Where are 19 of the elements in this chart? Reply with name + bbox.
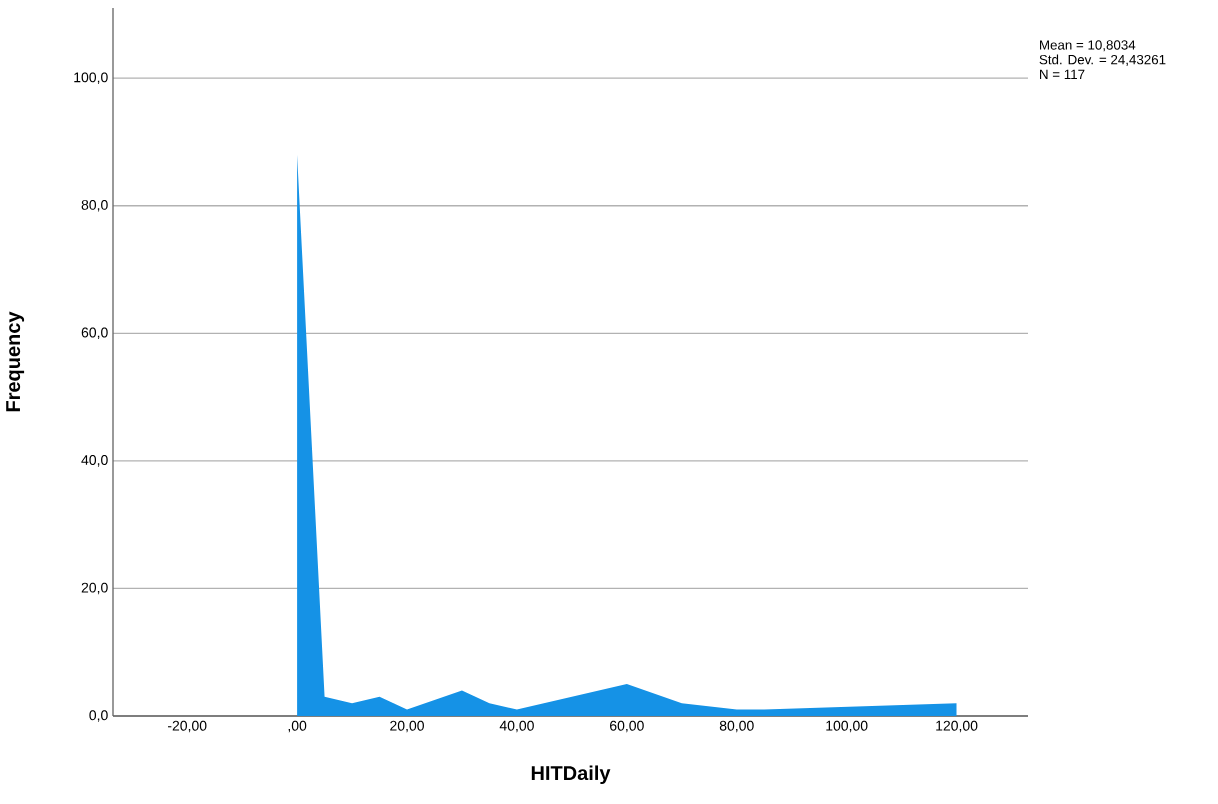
x-tick-label: 120,00 bbox=[936, 720, 978, 733]
x-tick-label: 40,00 bbox=[499, 720, 534, 733]
x-tick-label: 80,00 bbox=[719, 720, 754, 733]
text: Std. Dev. = 24,43261 bbox=[1039, 54, 1166, 66]
x-axis-title: HITDaily bbox=[531, 765, 611, 785]
y-tick-label: 40,0 bbox=[81, 455, 108, 467]
text: Mean = 10,8034 bbox=[1040, 40, 1136, 52]
text: N = 117 bbox=[1040, 69, 1085, 79]
y-axis-title: Frequency bbox=[6, 311, 25, 412]
y-tick-label: 100,0 bbox=[74, 72, 108, 84]
x-tick-label: 60,00 bbox=[610, 720, 644, 733]
x-tick-label: 20,00 bbox=[390, 720, 424, 733]
y-tick-label: 0,0 bbox=[89, 710, 108, 722]
y-tick-label: 20,0 bbox=[81, 582, 108, 595]
y-tick-label: 60,0 bbox=[81, 327, 108, 340]
x-tick-label: 100,00 bbox=[826, 720, 868, 733]
x-tick-label: ,00 bbox=[288, 720, 307, 733]
x-tick-label: -20,00 bbox=[167, 720, 207, 733]
y-tick-label: 80,0 bbox=[81, 199, 108, 212]
